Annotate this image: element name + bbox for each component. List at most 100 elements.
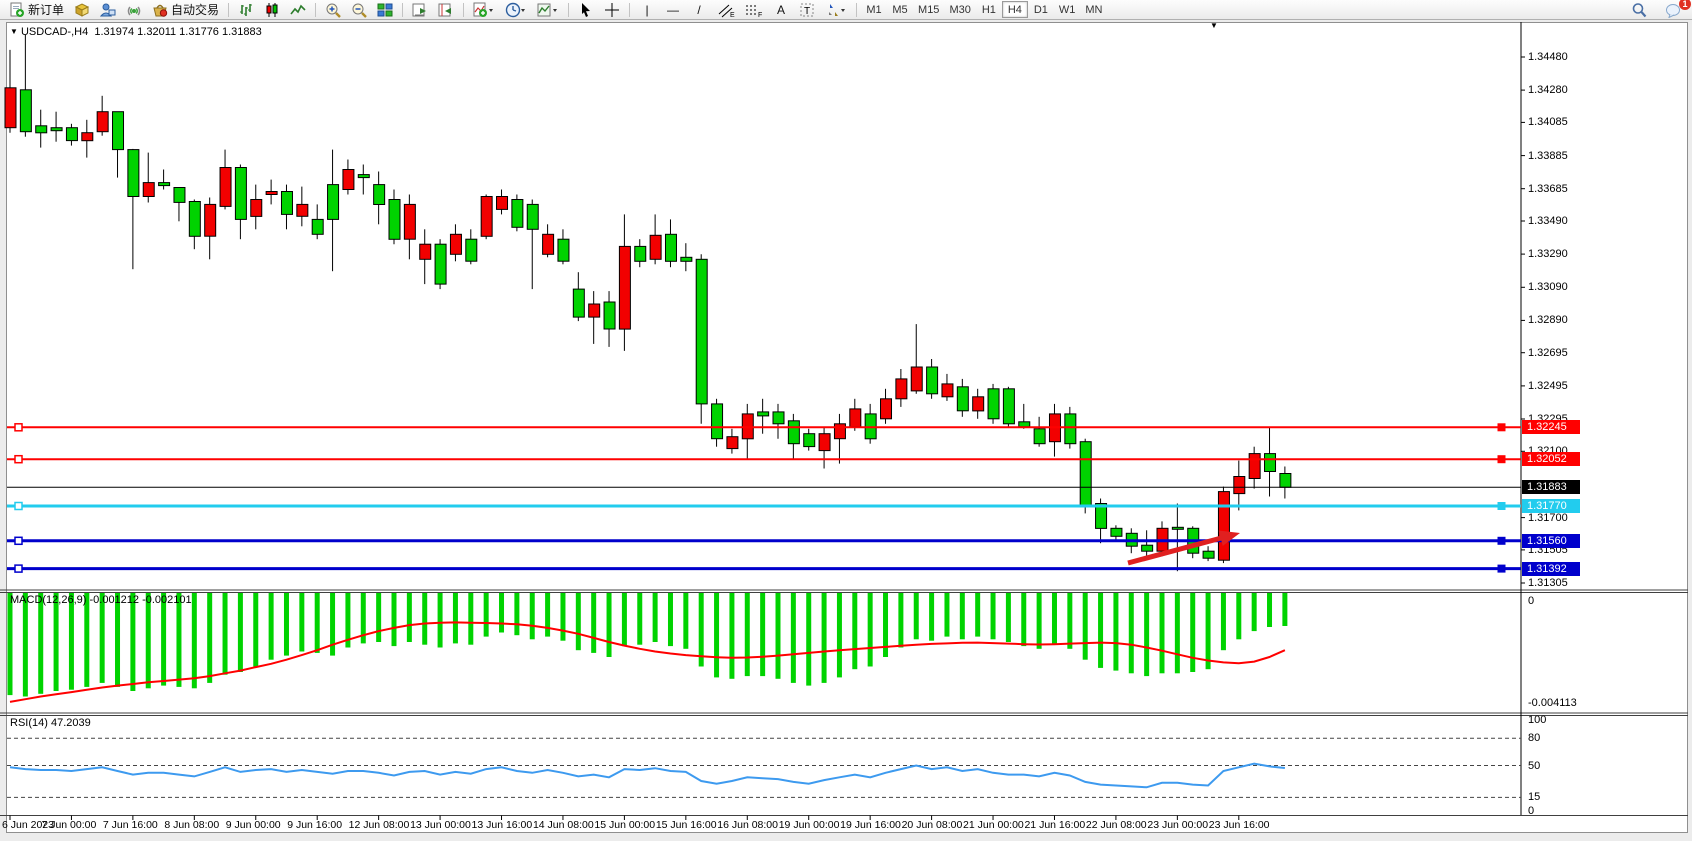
periods-dropdown[interactable] xyxy=(500,1,532,19)
price-axis-label: 1.32695 xyxy=(1528,346,1568,359)
timeframe-button-m1[interactable]: M1 xyxy=(866,4,882,16)
candlestick xyxy=(35,109,48,148)
trend-arrow-head[interactable] xyxy=(1218,530,1240,546)
timeframe-button-m15[interactable]: M15 xyxy=(918,4,940,16)
line-handle[interactable] xyxy=(1497,564,1506,573)
symbol-dropdown-marker[interactable]: ▼ xyxy=(10,27,18,36)
time-axis-label: 22 Jun 08:00 xyxy=(1085,819,1147,831)
trendline-tool[interactable]: / xyxy=(686,1,712,19)
notifications-button[interactable]: 1 xyxy=(1660,0,1691,19)
arrows-dropdown[interactable] xyxy=(820,1,852,19)
market-button[interactable] xyxy=(95,1,121,19)
macd-histogram-bar xyxy=(883,593,889,657)
quotes-button[interactable] xyxy=(69,1,95,19)
new-order-button[interactable]: 新订单 xyxy=(4,1,69,19)
candlestick xyxy=(357,164,370,195)
timeframe-button-d1[interactable]: D1 xyxy=(1033,4,1048,16)
zoom-out-button[interactable] xyxy=(346,1,372,19)
macd-histogram-bar xyxy=(591,593,597,653)
candlestick xyxy=(127,148,140,270)
candlestick xyxy=(1217,486,1230,564)
macd-histogram-bar xyxy=(667,593,673,647)
line-handle[interactable] xyxy=(14,423,23,432)
macd-histogram-bar xyxy=(560,593,566,641)
zoom-in-icon xyxy=(326,3,341,18)
candlestick xyxy=(803,428,816,451)
candlestick xyxy=(542,224,555,258)
toolbar-separator xyxy=(402,2,404,17)
signals-button[interactable] xyxy=(121,1,147,19)
candlestick xyxy=(618,214,631,351)
line-handle[interactable] xyxy=(1497,502,1506,510)
rsi-axis-label: 0 xyxy=(1528,805,1535,817)
timeframe-button-w1[interactable]: W1 xyxy=(1058,4,1076,16)
macd-histogram-bar xyxy=(1236,593,1242,640)
indicators-dropdown[interactable] xyxy=(468,1,500,19)
autotrade-button[interactable]: 自动交易 xyxy=(147,1,224,19)
signals-icon xyxy=(127,6,141,15)
chart-title: ▼ USDCAD-,H4 1.31974 1.32011 1.31776 1.3… xyxy=(10,26,262,38)
macd-histogram-bar xyxy=(191,593,197,689)
macd-histogram-bar xyxy=(299,593,305,652)
candlestick-chart-button[interactable] xyxy=(259,1,285,19)
macd-axis-label: -0.004113 xyxy=(1528,697,1577,709)
cursor-tool[interactable] xyxy=(573,1,599,19)
candlestick xyxy=(1233,460,1246,511)
price-axis-label: 1.32495 xyxy=(1528,379,1568,392)
chart-shift-button[interactable] xyxy=(433,1,459,19)
candlestick xyxy=(234,164,247,240)
macd-histogram-bar xyxy=(115,593,121,687)
macd-histogram-bar xyxy=(391,593,397,647)
hline-icon: — xyxy=(667,2,680,17)
rsi-indicator-label: RSI(14) 47.2039 xyxy=(10,717,91,729)
templates-dropdown[interactable] xyxy=(532,1,564,19)
crosshair-tool[interactable] xyxy=(599,1,625,19)
timeframe-button-h1[interactable]: H1 xyxy=(981,4,996,16)
candlestick xyxy=(65,123,78,146)
line-handle[interactable] xyxy=(1497,455,1506,464)
macd-histogram-bar xyxy=(1082,593,1088,660)
line-handle[interactable] xyxy=(14,536,23,546)
trend-arrow-line[interactable] xyxy=(1127,534,1228,566)
macd-histogram-bar xyxy=(959,593,965,640)
macd-histogram-bar xyxy=(806,593,812,686)
vline-tool[interactable]: | xyxy=(634,1,660,19)
search-button[interactable] xyxy=(1626,1,1652,19)
candlestick xyxy=(250,184,263,230)
line-handle[interactable] xyxy=(14,501,23,511)
text-tool[interactable]: A xyxy=(768,1,794,19)
bar-chart-button[interactable] xyxy=(233,1,259,19)
chart-shift-marker[interactable]: ▼ xyxy=(1210,21,1218,30)
line-handle[interactable] xyxy=(1497,536,1506,545)
price-badge: 1.32052 xyxy=(1522,452,1580,467)
time-axis-label: 19 Jun 16:00 xyxy=(840,819,901,831)
macd-histogram-bar xyxy=(7,593,13,696)
price-axis-label: 1.34280 xyxy=(1528,84,1568,97)
macd-histogram-bar xyxy=(1251,593,1257,632)
line-handle[interactable] xyxy=(14,564,23,573)
candlestick xyxy=(818,426,831,469)
timeframe-button-m5[interactable]: M5 xyxy=(892,4,908,16)
channel-tool[interactable]: E xyxy=(712,1,740,19)
zoom-in-button[interactable] xyxy=(320,1,346,19)
tile-windows-icon xyxy=(377,3,393,16)
candlestick xyxy=(219,149,232,210)
timeframe-button-h4[interactable]: H4 xyxy=(1001,1,1028,18)
line-handle[interactable] xyxy=(1497,423,1506,432)
fibonacci-tool[interactable]: F xyxy=(740,1,768,19)
rsi-line xyxy=(9,762,1286,789)
auto-scroll-button[interactable] xyxy=(407,1,433,19)
tile-windows-button[interactable] xyxy=(372,1,398,19)
candlestick xyxy=(434,239,447,290)
macd-histogram-bar xyxy=(360,593,366,644)
candlestick xyxy=(4,49,17,133)
timeframe-button-mn[interactable]: MN xyxy=(1085,4,1103,16)
line-chart-button[interactable] xyxy=(285,1,311,19)
text-label-tool[interactable]: T xyxy=(794,1,820,19)
macd-histogram-bar xyxy=(729,593,735,679)
timeframe-button-m30[interactable]: M30 xyxy=(949,4,971,16)
hline-tool[interactable]: — xyxy=(660,1,686,19)
price-axis-label: 1.31700 xyxy=(1528,511,1568,524)
macd-axis-label: 0 xyxy=(1528,595,1535,607)
line-handle[interactable] xyxy=(14,454,23,464)
